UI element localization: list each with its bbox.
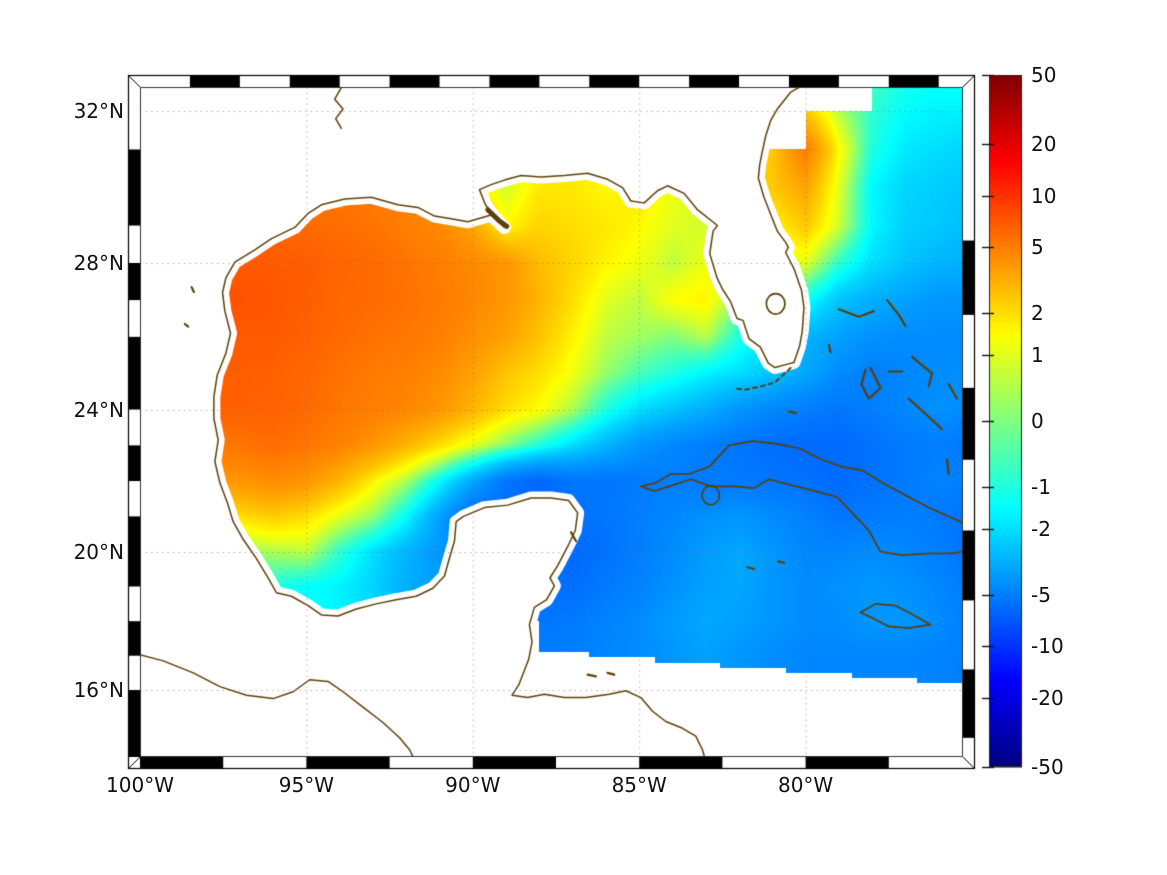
colorbar-tick-label: -5 — [1031, 582, 1051, 607]
colorbar-tick-label: -10 — [1031, 634, 1064, 659]
colorbar-tick-label: 50 — [1031, 63, 1057, 87]
colorbar-tick-label: -20 — [1031, 686, 1064, 711]
y-tick-label: 32°N — [73, 98, 124, 123]
x-tick-label: 80°W — [777, 773, 834, 797]
x-tick-label: 95°W — [278, 773, 334, 797]
y-tick-label: 28°N — [73, 250, 124, 275]
colorbar-tick-label: 10 — [1031, 183, 1057, 208]
colorbar-tick-label: 5 — [1031, 235, 1044, 260]
y-tick-label: 16°N — [73, 678, 124, 703]
colorbar-tick-label: 0 — [1031, 409, 1044, 433]
colorbar-tick-label: -50 — [1031, 755, 1064, 779]
y-tick-label: 24°N — [73, 397, 124, 422]
x-tick-label: 85°W — [611, 773, 667, 797]
colorbar-tick-label: 1 — [1031, 342, 1044, 367]
colorbar-tick-label: 20 — [1031, 131, 1057, 156]
x-tick-label: 90°W — [445, 773, 501, 797]
x-tick-label: 100°W — [106, 773, 174, 797]
y-tick-label: 20°N — [73, 539, 124, 564]
colorbar-tick-label: -2 — [1031, 517, 1051, 542]
colorbar-tick-label: 2 — [1031, 300, 1044, 325]
colorbar-tick-label: -1 — [1031, 475, 1051, 500]
